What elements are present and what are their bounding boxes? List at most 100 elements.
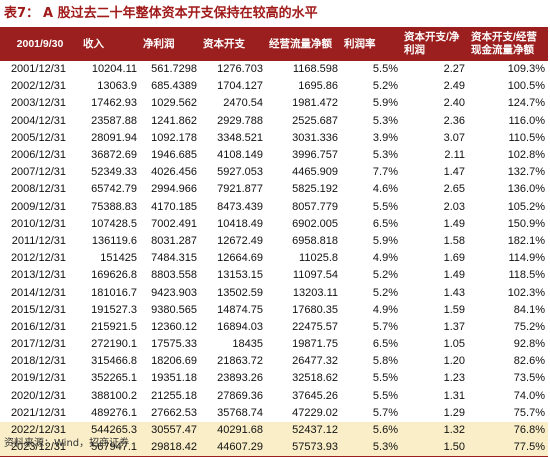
- cell-profit-margin: 5.7%: [372, 320, 398, 333]
- table-header-row: 2001/9/30 收入 净利润 资本开支 经营流量净额 利润率 资本开支/净利…: [0, 27, 548, 61]
- cell-revenue: 489276.1: [91, 406, 137, 419]
- cell-operating-cashflow: 8057.779: [292, 200, 338, 213]
- cell-date: 2020/12/31: [10, 389, 66, 402]
- cell-net-profit: 8031.287: [151, 234, 197, 247]
- cell-operating-cashflow: 13203.11: [292, 286, 338, 299]
- cell-capex-to-profit: 2.49: [443, 80, 465, 93]
- cell-revenue: 36872.69: [91, 149, 137, 162]
- cell-revenue: 65742.79: [91, 183, 137, 196]
- cell-capex-to-cashflow: 109.3%: [507, 63, 545, 76]
- cell-profit-margin: 5.6%: [341, 421, 401, 440]
- cell-capex-to-profit: 2.27: [443, 63, 465, 76]
- source-note: 资料来源：Wind，招商证券: [4, 438, 130, 449]
- cell-profit-margin: 5.5%: [372, 63, 398, 76]
- cell-profit-margin: 5.9%: [372, 97, 398, 110]
- cell-capex: 2929.788: [217, 114, 263, 127]
- cell-profit-margin: 5.5%: [372, 200, 398, 213]
- cell-net-profit: 7484.315: [151, 252, 197, 265]
- table-title: 表7： A 股过去二十年整体资本开支保持在较高的水平: [4, 2, 318, 26]
- cell-capex-to-profit: 1.58: [443, 234, 465, 247]
- cell-capex-to-cashflow: 132.7%: [507, 166, 545, 179]
- cell-revenue: 136119.6: [91, 234, 137, 247]
- cell-revenue: 544265.3: [80, 421, 140, 440]
- cell-date: 2003/12/31: [10, 97, 66, 110]
- header-net-profit: 净利润: [140, 27, 200, 61]
- cell-capex-to-cashflow: 102.8%: [507, 149, 545, 162]
- cell-operating-cashflow: 4465.909: [292, 166, 338, 179]
- cell-net-profit: 7002.491: [151, 217, 197, 230]
- cell-capex-to-profit: 2.03: [443, 200, 465, 213]
- cell-net-profit: 561.7298: [151, 63, 197, 76]
- header-capex-to-cashflow: 资本开支/经营现金流量净额: [468, 27, 548, 61]
- cell-capex: 4108.149: [217, 149, 263, 162]
- cell-operating-cashflow: 3031.336: [292, 131, 338, 144]
- cell-capex-to-cashflow: 118.5%: [508, 269, 546, 282]
- cell-profit-margin: 4.6%: [372, 183, 398, 196]
- cell-operating-cashflow: 17680.35: [292, 303, 338, 316]
- cell-date: 2001/12/31: [10, 63, 66, 76]
- cell-capex: 3348.521: [217, 131, 263, 144]
- cell-revenue: 17462.93: [91, 97, 137, 110]
- cell-capex-to-cashflow: 100.5%: [507, 80, 545, 93]
- cell-date: 2002/12/31: [10, 80, 66, 93]
- cell-capex-to-cashflow: 110.5%: [508, 131, 546, 144]
- cell-revenue: 352265.1: [91, 372, 137, 385]
- cell-capex-to-profit: 1.20: [443, 355, 465, 368]
- cell-net-profit: 1946.685: [151, 149, 197, 162]
- cell-date: 2021/12/31: [10, 406, 66, 419]
- cell-profit-margin: 5.8%: [372, 355, 398, 368]
- header-date: 2001/9/30: [0, 27, 80, 61]
- cell-operating-cashflow: 57573.93: [266, 439, 341, 457]
- cell-net-profit: 18206.69: [151, 355, 197, 368]
- cell-revenue: 272190.1: [91, 338, 137, 351]
- cell-revenue: 28091.94: [91, 131, 137, 144]
- table-row: 2009/12/31 75388.83 4170.185 8473.439 8057.7…: [0, 199, 548, 216]
- cell-date: 2015/12/31: [10, 303, 66, 316]
- cell-revenue: 215921.5: [91, 320, 137, 333]
- cell-net-profit: 1241.862: [151, 114, 197, 127]
- cell-profit-margin: 4.9%: [372, 252, 398, 265]
- cell-capex: 14874.75: [217, 303, 263, 316]
- cell-capex-to-profit: 1.29: [443, 406, 465, 419]
- cell-capex-to-profit: 1.69: [443, 252, 465, 265]
- cell-capex-to-profit: 1.43: [443, 286, 465, 299]
- table-row: 2017/12/31 272190.1 17575.33 18435 19871.75 6…: [0, 336, 548, 353]
- cell-operating-cashflow: 32518.62: [292, 372, 338, 385]
- cell-capex-to-cashflow: 150.9%: [507, 217, 545, 230]
- cell-net-profit: 19351.18: [151, 372, 197, 385]
- cell-capex-to-profit: 2.65: [443, 183, 465, 196]
- cell-net-profit: 4026.456: [151, 166, 197, 179]
- cell-capex-to-profit: 2.40: [443, 97, 465, 110]
- cell-capex: 16894.03: [217, 320, 263, 333]
- cell-capex-to-profit: 1.49: [443, 269, 465, 282]
- cell-capex: 8473.439: [217, 200, 263, 213]
- cell-capex-to-cashflow: 75.7%: [513, 406, 545, 419]
- table-row: 2020/12/31 388100.2 21255.18 27869.36 37645.…: [0, 388, 548, 405]
- cell-capex: 13153.15: [217, 269, 263, 282]
- cell-profit-margin: 5.7%: [372, 406, 398, 419]
- cell-capex: 27869.36: [217, 389, 263, 402]
- cell-capex-to-cashflow: 116.0%: [508, 114, 546, 127]
- cell-profit-margin: 6.5%: [372, 217, 398, 230]
- cell-net-profit: 1092.178: [151, 131, 197, 144]
- cell-date: 2022/12/31: [0, 421, 80, 440]
- cell-capex-to-cashflow: 76.8%: [468, 421, 548, 440]
- cell-date: 2009/12/31: [10, 200, 66, 213]
- cell-profit-margin: 5.2%: [372, 80, 398, 93]
- table-row: 2003/12/31 17462.93 1029.562 2470.54 1981.47…: [0, 95, 548, 112]
- table-row: 2008/12/31 65742.79 2994.966 7921.877 5825.1…: [0, 181, 548, 198]
- cell-capex-to-profit: 1.50: [401, 439, 468, 457]
- cell-capex-to-cashflow: 92.8%: [513, 338, 545, 351]
- cell-date: 2014/12/31: [10, 286, 66, 299]
- table-row: 2005/12/31 28091.94 1092.178 3348.521 3031.3…: [0, 130, 548, 147]
- cell-capex-to-cashflow: 114.9%: [508, 252, 546, 265]
- cell-revenue: 181016.7: [91, 286, 137, 299]
- cell-operating-cashflow: 11025.8: [299, 252, 338, 265]
- cell-capex-to-cashflow: 105.2%: [507, 200, 545, 213]
- cell-capex: 5927.053: [217, 166, 263, 179]
- cell-profit-margin: 5.3%: [341, 439, 401, 457]
- table-row: 2021/12/31 489276.1 27662.53 35768.74 47229.…: [0, 405, 548, 422]
- cell-operating-cashflow: 5825.192: [292, 183, 338, 196]
- cell-profit-margin: 5.2%: [372, 286, 398, 299]
- cell-capex: 12664.69: [217, 252, 263, 265]
